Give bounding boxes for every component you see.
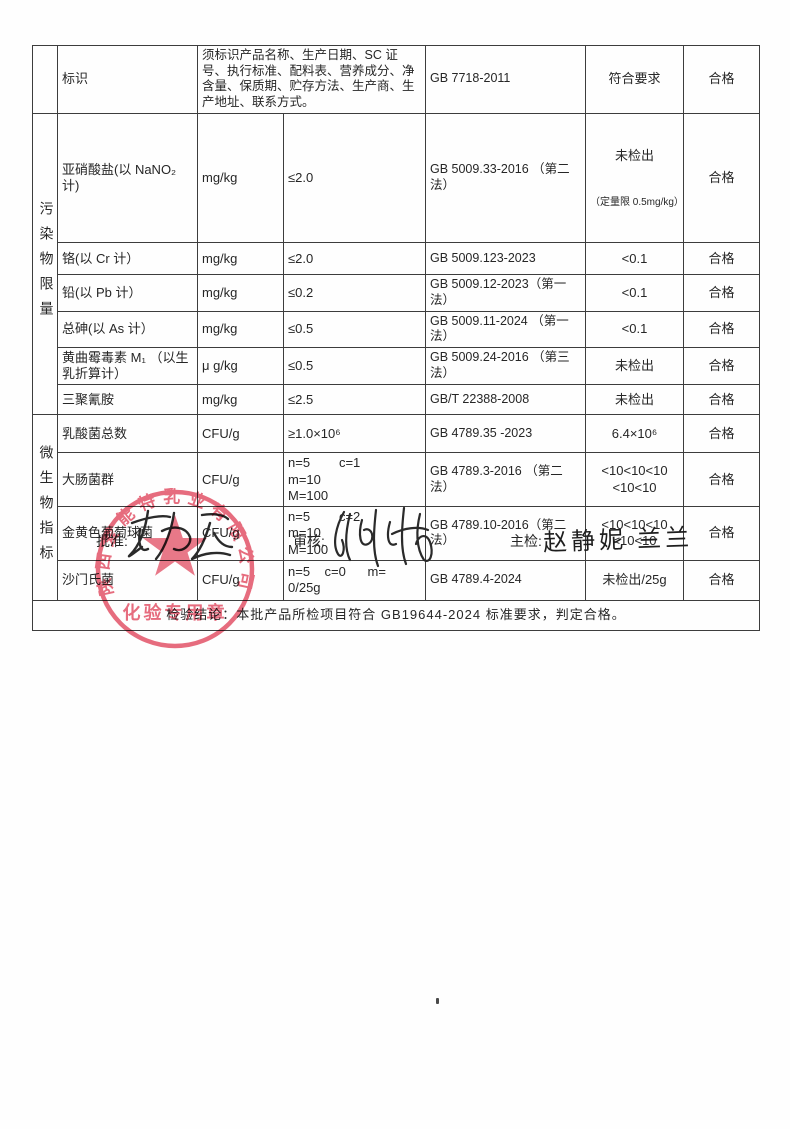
item-cell: 铬(以 Cr 计） bbox=[57, 242, 198, 276]
limit-cell: ≤0.5 bbox=[283, 346, 426, 386]
result-cell: <10<10<10 <10<10 bbox=[585, 452, 684, 507]
table-row-conclusion: 检验结论：本批产品所检项目符合 GB19644-2024 标准要求，判定合格。 bbox=[32, 599, 760, 631]
item-cell: 标识 bbox=[57, 45, 198, 114]
conclusion-cell: 合格 bbox=[683, 506, 760, 561]
limit-cell: n=5 c=1 m=10 M=100 bbox=[283, 452, 426, 507]
standard-cell: GB 5009.123-2023 bbox=[425, 242, 586, 276]
table-row: 总砷(以 As 计） mg/kg ≤0.5 GB 5009.11-2024 （第… bbox=[33, 310, 760, 348]
limit-cell: ≤2.5 bbox=[283, 384, 426, 416]
unit-cell: mg/kg bbox=[197, 384, 284, 416]
section-cell-contaminants: 污染物限量 bbox=[32, 112, 58, 416]
standard-cell: GB 5009.11-2024 （第一法） bbox=[425, 310, 586, 348]
table-row: 沙门氏菌 CFU/g n=5 c=0 m= 0/25g GB 4789.4-20… bbox=[33, 559, 760, 601]
unit-cell: CFU/g bbox=[197, 559, 284, 601]
item-cell: 乳酸菌总数 bbox=[57, 414, 198, 454]
table-row: 金黄色葡萄球菌 CFU/g n=5 c=2 m=10 M=100 GB 4789… bbox=[33, 506, 760, 561]
unit-cell: μ g/kg bbox=[197, 346, 284, 386]
table-row: 黄曲霉毒素 M₁ （以生乳折算计） μ g/kg ≤0.5 GB 5009.24… bbox=[33, 346, 760, 386]
item-cell: 铅(以 Pb 计） bbox=[57, 274, 198, 312]
standard-cell: GB 5009.24-2016 （第三法） bbox=[425, 346, 586, 386]
standard-cell: GB 4789.3-2016 （第二法） bbox=[425, 452, 586, 507]
unit-cell: mg/kg bbox=[197, 242, 284, 276]
standard-cell: GB 7718-2011 bbox=[425, 45, 586, 114]
standard-cell: GB 5009.12-2023（第一法） bbox=[425, 274, 586, 312]
section-label-microbial: 微生物指标 bbox=[38, 445, 55, 570]
item-cell: 三聚氰胺 bbox=[57, 384, 198, 416]
table-row: 铬(以 Cr 计） mg/kg ≤2.0 GB 5009.123-2023 <0… bbox=[33, 242, 760, 276]
limit-cell: ≤2.0 bbox=[283, 112, 426, 244]
result-cell: <0.1 bbox=[585, 310, 684, 348]
result-cell: 未检出 bbox=[585, 384, 684, 416]
scan-artifact-dot bbox=[436, 998, 439, 1004]
result-cell: <0.1 bbox=[585, 274, 684, 312]
result-cell: 6.4×10⁶ bbox=[585, 414, 684, 454]
inspection-conclusion: 检验结论：本批产品所检项目符合 GB19644-2024 标准要求，判定合格。 bbox=[32, 599, 760, 631]
conclusion-cell: 合格 bbox=[683, 242, 760, 276]
table-row: 微生物指标 乳酸菌总数 CFU/g ≥1.0×10⁶ GB 4789.35 -2… bbox=[32, 414, 760, 601]
stamp-star-icon bbox=[142, 515, 208, 576]
inspection-table: 标识 须标识产品名称、生产日期、SC 证号、执行标准、配料表、营养成分、净含量、… bbox=[32, 45, 760, 631]
inspector-signature-names: 赵静妮 兰兰 bbox=[542, 525, 694, 557]
conclusion-cell: 合格 bbox=[683, 274, 760, 312]
inspector-label: 主检: bbox=[510, 533, 542, 549]
conclusion-cell: 合格 bbox=[683, 384, 760, 416]
unit-cell: CFU/g bbox=[197, 414, 284, 454]
limit-cell: ≤0.2 bbox=[283, 274, 426, 312]
conclusion-cell: 合格 bbox=[683, 346, 760, 386]
stamp-caption: 化验专用章 bbox=[123, 602, 228, 623]
standard-cell: GB 4789.35 -2023 bbox=[425, 414, 586, 454]
laboratory-stamp: 陕西爱能特乳业有限公司 化验专用章 bbox=[94, 488, 255, 649]
conclusion-cell: 合格 bbox=[683, 559, 760, 601]
standard-cell: GB 4789.4-2024 bbox=[425, 559, 586, 601]
section-cell-microbial: 微生物指标 bbox=[32, 414, 58, 601]
table-row: 三聚氰胺 mg/kg ≤2.5 GB/T 22388-2008 未检出 合格 bbox=[33, 384, 760, 416]
result-cell: 未检出/25g bbox=[585, 559, 684, 601]
result-cell: 符合要求 bbox=[585, 45, 684, 114]
review-label: 审核: bbox=[293, 533, 325, 549]
item-cell: 黄曲霉毒素 M₁ （以生乳折算计） bbox=[57, 346, 198, 386]
conclusion-cell: 合格 bbox=[683, 414, 760, 454]
table-row: 标识 须标识产品名称、生产日期、SC 证号、执行标准、配料表、营养成分、净含量、… bbox=[32, 45, 760, 114]
standard-cell: GB/T 22388-2008 bbox=[425, 384, 586, 416]
unit-cell: mg/kg bbox=[197, 310, 284, 348]
conclusion-cell: 合格 bbox=[683, 310, 760, 348]
item-cell: 大肠菌群 bbox=[57, 452, 198, 507]
unit-cell: mg/kg bbox=[197, 112, 284, 244]
section-label-contaminants: 污染物限量 bbox=[38, 201, 55, 327]
item-cell: 总砷(以 As 计） bbox=[57, 310, 198, 348]
section-cell-empty bbox=[32, 45, 58, 114]
result-cell: 未检出 （定量限 0.5mg/kg） bbox=[585, 112, 684, 244]
result-quantitation-limit: （定量限 0.5mg/kg） bbox=[590, 196, 684, 208]
result-cell: 未检出 bbox=[585, 346, 684, 386]
item-cell: 亚硝酸盐(以 NaNO₂ 计) bbox=[57, 112, 198, 244]
conclusion-cell: 合格 bbox=[683, 112, 760, 244]
reviewer-signature bbox=[334, 506, 433, 568]
limit-cell: ≥1.0×10⁶ bbox=[283, 414, 426, 454]
limit-cell: ≤2.0 bbox=[283, 242, 426, 276]
limit-cell: n=5 c=0 m= 0/25g bbox=[283, 559, 426, 601]
result-cell: <10<10<10 <10<10 bbox=[585, 506, 684, 561]
conclusion-cell: 合格 bbox=[683, 452, 760, 507]
result-cell: <0.1 bbox=[585, 242, 684, 276]
result-value: 未检出 bbox=[614, 148, 654, 163]
unit-cell: CFU/g bbox=[197, 452, 284, 507]
stamp-ring bbox=[95, 489, 255, 649]
conclusion-cell: 合格 bbox=[683, 45, 760, 114]
label-requirements-cell: 须标识产品名称、生产日期、SC 证号、执行标准、配料表、营养成分、净含量、保质期… bbox=[197, 45, 426, 114]
unit-cell: mg/kg bbox=[197, 274, 284, 312]
table-row: 大肠菌群 CFU/g n=5 c=1 m=10 M=100 GB 4789.3-… bbox=[33, 452, 760, 507]
table-row: 污染物限量 亚硝酸盐(以 NaNO₂ 计) mg/kg ≤2.0 GB 5009… bbox=[32, 112, 760, 416]
limit-cell: ≤0.5 bbox=[283, 310, 426, 348]
standard-cell: GB 5009.33-2016 （第二法） bbox=[425, 112, 586, 244]
table-row: 铅(以 Pb 计） mg/kg ≤0.2 GB 5009.12-2023（第一法… bbox=[33, 274, 760, 312]
